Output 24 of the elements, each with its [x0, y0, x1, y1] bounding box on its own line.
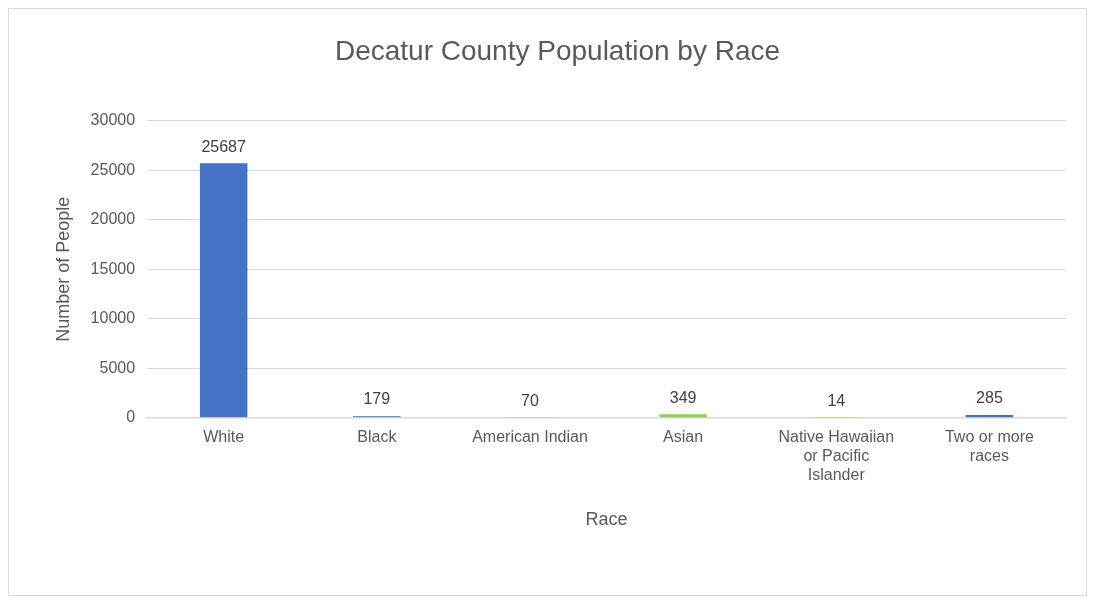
data-label: 179 [363, 390, 391, 408]
data-label: 285 [976, 389, 1003, 407]
x-tick-label: Two or more races [944, 427, 1034, 465]
x-tick-label: American Indian [472, 427, 588, 445]
data-label: 25687 [201, 137, 247, 155]
bar [199, 163, 248, 418]
x-tick-label: Asian [663, 427, 704, 445]
y-axis-title: Number of People [52, 196, 73, 342]
x-tick-label: White [203, 427, 245, 445]
chart-title: Decatur County Population by Race [334, 34, 781, 66]
data-label: 14 [827, 392, 846, 410]
y-tick-label: 30000 [90, 111, 136, 129]
y-tick-label: 25000 [90, 160, 136, 178]
y-tick-label: 0 [126, 408, 136, 426]
bar [659, 414, 707, 418]
x-tick-label: Black [357, 427, 398, 445]
y-tick-label: 5000 [99, 358, 136, 376]
y-tick-label: 10000 [90, 309, 136, 327]
y-tick-label: 20000 [90, 210, 136, 228]
x-tick-label: Native Hawaiian or Pacific Islander [778, 427, 895, 484]
data-label: 349 [669, 388, 697, 406]
x-axis-title: Race [585, 509, 628, 530]
y-tick-label: 15000 [90, 259, 136, 277]
data-label: 70 [521, 391, 539, 409]
